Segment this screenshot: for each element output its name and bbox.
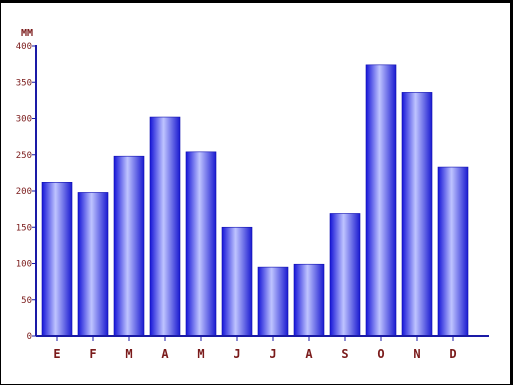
x-tick-label-5: J bbox=[233, 347, 240, 361]
x-tick-label-0: E bbox=[53, 347, 60, 361]
bar-1 bbox=[77, 192, 109, 337]
x-tick-label-2: M bbox=[125, 347, 132, 361]
bar-5 bbox=[221, 226, 253, 337]
y-tick-label-2: 100 bbox=[16, 260, 32, 270]
bar-0 bbox=[41, 182, 73, 337]
y-tick-label-8: 400 bbox=[16, 42, 32, 52]
bar-9 bbox=[365, 64, 397, 337]
y-tick-label-5: 250 bbox=[16, 151, 32, 161]
y-tick-label-3: 150 bbox=[16, 223, 32, 233]
x-tick-label-11: D bbox=[449, 347, 456, 361]
x-tick-label-9: O bbox=[377, 347, 384, 361]
bar-7 bbox=[293, 263, 325, 337]
x-tick-label-4: M bbox=[197, 347, 204, 361]
bar-8 bbox=[329, 213, 361, 337]
bar-3 bbox=[149, 116, 181, 337]
y-tick-label-0: 0 bbox=[27, 332, 32, 342]
y-tick-label-7: 350 bbox=[16, 78, 32, 88]
bar-10 bbox=[401, 92, 433, 337]
bar-chart: MM 0 50 100 150 200 250 300 350 400 E F M A M J J A S O N D bbox=[16, 28, 489, 361]
x-tick-label-6: J bbox=[269, 347, 276, 361]
x-tick-label-1: F bbox=[89, 347, 96, 361]
x-tick-label-8: S bbox=[341, 347, 348, 361]
bar-6 bbox=[257, 266, 289, 337]
x-tick-label-7: A bbox=[305, 347, 313, 361]
y-tick-label-6: 300 bbox=[16, 115, 32, 125]
y-axis-unit-label: MM bbox=[21, 28, 33, 39]
bar-11 bbox=[437, 166, 469, 337]
bar-2 bbox=[113, 155, 145, 337]
x-tick-label-10: N bbox=[413, 347, 420, 361]
y-tick-label-1: 50 bbox=[21, 296, 32, 306]
bar-4 bbox=[185, 151, 217, 337]
y-tick-label-4: 200 bbox=[16, 187, 32, 197]
x-tick-label-3: A bbox=[161, 347, 169, 361]
